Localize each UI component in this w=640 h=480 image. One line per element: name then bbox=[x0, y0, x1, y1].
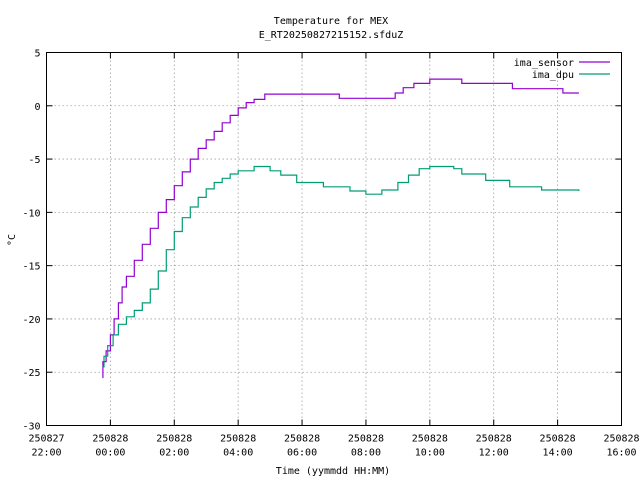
series-line-ima-sensor bbox=[102, 78, 579, 379]
x-tick-label-time: 04:00 bbox=[223, 448, 253, 459]
x-tick-label-date: 250828 bbox=[603, 434, 639, 445]
plot-frame bbox=[46, 52, 622, 426]
x-axis: 250827 22:00 250828 00:00 250828 02:00 250828 0… bbox=[28, 52, 640, 459]
y-tick-label: -20 bbox=[22, 315, 40, 326]
y-tick-label: -5 bbox=[28, 155, 40, 166]
y-axis-label: °C bbox=[7, 234, 18, 246]
x-axis-label: Time (yymmdd HH:MM) bbox=[276, 466, 390, 477]
x-tick-label-time: 06:00 bbox=[287, 448, 317, 459]
grid-lines bbox=[46, 52, 622, 426]
x-tick-label-time: 12:00 bbox=[479, 448, 509, 459]
x-tick-label-time: 10:00 bbox=[415, 448, 445, 459]
y-tick-label: 0 bbox=[34, 102, 40, 113]
y-tick-label: -10 bbox=[22, 208, 40, 219]
x-tick-label-date: 250828 bbox=[220, 434, 256, 445]
legend-label-ima-sensor: ima_sensor bbox=[514, 58, 574, 69]
y-axis: 5 0 -5 -10 -15 -20 -25 -30 bbox=[22, 49, 622, 433]
x-tick-label-date: 250828 bbox=[412, 434, 448, 445]
x-tick-label-time: 08:00 bbox=[351, 448, 381, 459]
chart-title: Temperature for MEX bbox=[274, 16, 388, 27]
y-tick-label: -30 bbox=[22, 422, 40, 433]
chart-subtitle: E_RT20250827215152.sfduZ bbox=[259, 30, 404, 41]
y-tick-label: -25 bbox=[22, 368, 40, 379]
x-tick-label-date: 250828 bbox=[284, 434, 320, 445]
y-tick-label: -15 bbox=[22, 262, 40, 273]
x-tick-label-date: 250828 bbox=[476, 434, 512, 445]
series-line-ima-dpu bbox=[102, 165, 580, 368]
x-tick-label-date: 250828 bbox=[348, 434, 384, 445]
series-lines bbox=[102, 78, 580, 379]
x-tick-label-time: 00:00 bbox=[95, 448, 125, 459]
x-tick-label-time: 22:00 bbox=[31, 448, 61, 459]
y-tick-label: 5 bbox=[34, 49, 40, 60]
legend-label-ima-dpu: ima_dpu bbox=[532, 70, 574, 81]
x-tick-label-date: 250828 bbox=[92, 434, 128, 445]
x-tick-label-date: 250828 bbox=[156, 434, 192, 445]
x-tick-label-time: 02:00 bbox=[159, 448, 189, 459]
x-tick-label-date: 250828 bbox=[540, 434, 576, 445]
x-tick-label-time: 14:00 bbox=[543, 448, 573, 459]
x-tick-label-time: 16:00 bbox=[606, 448, 636, 459]
x-tick-label-date: 250827 bbox=[28, 434, 64, 445]
